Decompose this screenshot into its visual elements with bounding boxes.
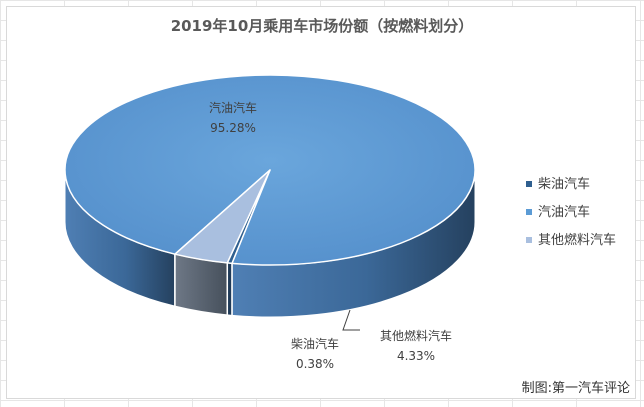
legend-label-2: 其他燃料汽车 [538, 232, 616, 248]
slice-label-1: 汽油汽车 [209, 100, 257, 115]
legend-swatch-2 [526, 237, 532, 243]
slice-label-0: 柴油汽车 [291, 336, 339, 351]
chart-title: 2019年10月乘用车市场份额（按燃料划分） [170, 17, 474, 35]
chart-credit: 制图:第一汽车评论 [521, 381, 630, 396]
slice-value-1: 95.28% [210, 121, 256, 135]
slice-label-2: 其他燃料汽车 [380, 328, 452, 343]
slice-2 [174, 169, 271, 264]
legend-label-0: 柴油汽车 [538, 176, 590, 192]
legend-swatch-1 [526, 209, 532, 215]
slice-value-2: 4.33% [397, 349, 435, 363]
legend-label-1: 汽油汽车 [538, 204, 590, 220]
leader-line-2 [342, 309, 360, 331]
legend-swatch-0 [526, 181, 532, 187]
slice-side-2 [174, 253, 228, 316]
slice-value-0: 0.38% [296, 357, 334, 371]
